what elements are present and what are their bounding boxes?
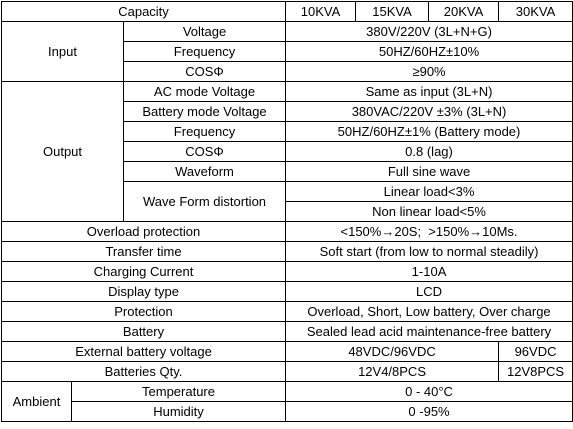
table-cell: Frequency: [122, 121, 287, 142]
table-cell: 10KVA: [285, 1, 357, 22]
table-cell: 0 -95%: [285, 401, 573, 422]
table-cell: 12V8PCS: [498, 361, 573, 382]
table-cell: 20KVA: [428, 1, 500, 22]
table-cell: LCD: [285, 281, 573, 302]
table-cell: 0 - 40°C: [285, 381, 573, 402]
table-cell: Ambient: [1, 381, 72, 422]
table-cell: Protection: [0, 301, 287, 322]
table-cell: 0.8 (lag): [285, 141, 573, 162]
table-cell: Battery mode Voltage: [122, 101, 287, 122]
table-cell: 380VAC/220V ±3% (3L+N): [285, 101, 573, 122]
table-cell: COSΦ: [122, 141, 287, 162]
table-cell: Transfer time: [0, 241, 287, 262]
table-cell: 30KVA: [498, 1, 573, 22]
table-cell: Batteries Qty.: [0, 361, 287, 382]
table-cell: Overload protection: [0, 221, 287, 242]
table-cell: External battery voltage: [0, 341, 287, 362]
table-cell: Wave Form distortion: [122, 181, 287, 222]
table-cell: Capacity: [0, 1, 287, 22]
table-cell: Sealed lead acid maintenance-free batter…: [285, 321, 573, 342]
table-cell: Frequency: [122, 41, 287, 62]
table-cell: Full sine wave: [285, 161, 573, 182]
table-cell: 12V4/8PCS: [285, 361, 500, 382]
table-cell: Voltage: [122, 21, 287, 42]
table-cell: 50HZ/60HZ±10%: [285, 41, 573, 62]
table-cell: Output: [1, 81, 124, 222]
table-cell: 50HZ/60HZ±1% (Battery mode): [285, 121, 573, 142]
table-cell: Linear load<3%: [285, 181, 573, 202]
table-cell: Overload, Short, Low battery, Over charg…: [285, 301, 573, 322]
table-cell: Display type: [0, 281, 287, 302]
table-cell: 380V/220V (3L+N+G): [285, 21, 573, 42]
table-cell: Same as input (3L+N): [285, 81, 573, 102]
table-cell: <150%→20S; >150%→10Ms.: [285, 221, 573, 242]
table-cell: ≥90%: [285, 61, 573, 82]
table-cell: COSΦ: [122, 61, 287, 82]
table-cell: Input: [1, 21, 124, 82]
table-cell: Soft start (from low to normal steadily): [285, 241, 573, 262]
table-cell: Waveform: [122, 161, 287, 182]
table-cell: 96VDC: [498, 341, 573, 362]
table-cell: Non linear load<5%: [285, 201, 573, 222]
table-cell: 15KVA: [355, 1, 430, 22]
table-cell: AC mode Voltage: [122, 81, 287, 102]
table-cell: Charging Current: [0, 261, 287, 282]
table-cell: Temperature: [70, 381, 287, 402]
table-cell: Humidity: [70, 401, 287, 422]
table-cell: 1-10A: [285, 261, 573, 282]
table-cell: Battery: [0, 321, 287, 342]
table-cell: 48VDC/96VDC: [285, 341, 500, 362]
